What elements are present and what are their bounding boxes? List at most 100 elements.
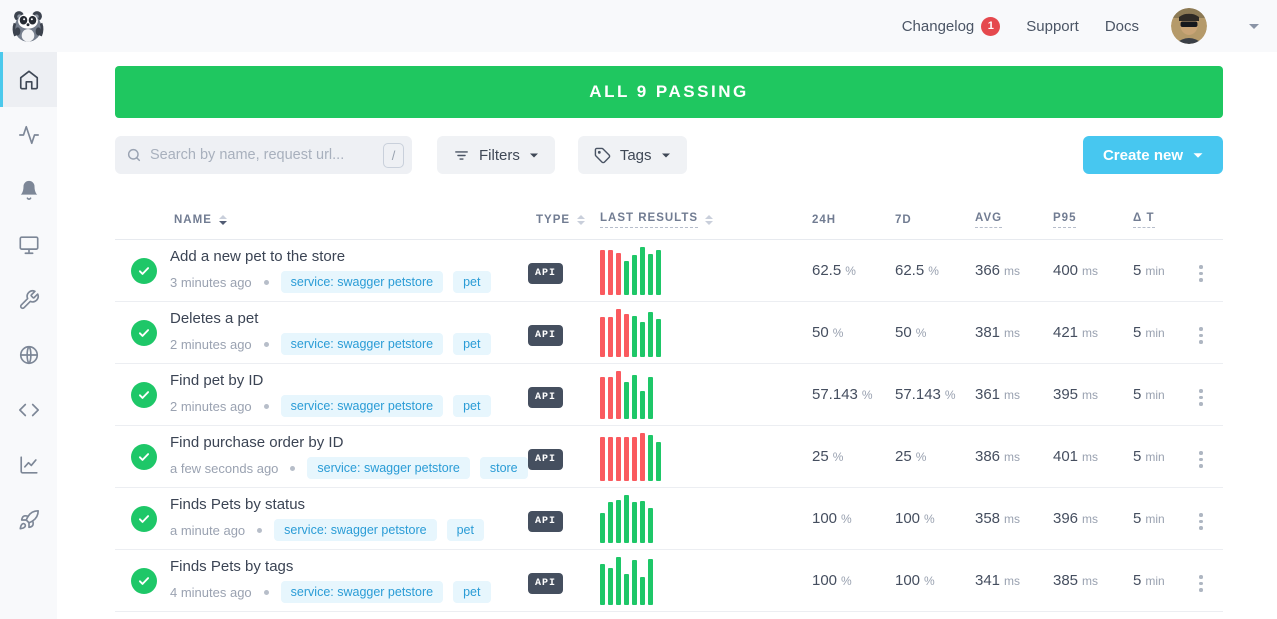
- tags-button[interactable]: Tags: [577, 136, 687, 174]
- avg-response: 341 ms: [975, 572, 1021, 589]
- sort-icon[interactable]: [577, 214, 586, 225]
- user-avatar[interactable]: [1171, 8, 1207, 44]
- sidebar-item-home[interactable]: [0, 52, 57, 107]
- status-passing-icon: [131, 567, 157, 594]
- tag-pill[interactable]: pet: [446, 519, 484, 541]
- tag-pill[interactable]: service: swagger petstore: [280, 333, 444, 355]
- main-area: ALL 9 PASSING / Filters: [57, 52, 1277, 619]
- p95-response: 401 ms: [1053, 448, 1099, 465]
- tag-pill[interactable]: pet: [453, 271, 491, 293]
- bell-icon: [20, 180, 37, 200]
- sidebar-item-code[interactable]: [0, 382, 57, 437]
- row-menu-button[interactable]: [1193, 571, 1209, 596]
- nav-support[interactable]: Support: [1026, 18, 1079, 35]
- tag-pill[interactable]: service: swagger petstore: [274, 519, 437, 541]
- table-row[interactable]: Find purchase order by ID a few seconds …: [115, 426, 1223, 488]
- tag-pill[interactable]: pet: [453, 333, 491, 355]
- last-results-chart[interactable]: [600, 432, 812, 481]
- search-input[interactable]: [150, 147, 375, 163]
- avg-response: 358 ms: [975, 510, 1021, 527]
- table-row[interactable]: Deletes a pet 2 minutes ago service: swa…: [115, 302, 1223, 364]
- col-type[interactable]: TYPE: [528, 214, 600, 226]
- check-name[interactable]: Finds Pets by tags: [170, 558, 294, 575]
- chart-icon: [19, 455, 38, 474]
- success-24h: 62.5%: [812, 262, 856, 279]
- success-7d: 62.5%: [895, 262, 939, 279]
- last-results-chart[interactable]: [600, 494, 812, 543]
- sidebar-item-wrench[interactable]: [0, 272, 57, 327]
- tag-pill[interactable]: pet: [453, 395, 491, 417]
- check-interval: 5 min: [1133, 262, 1165, 279]
- search-box[interactable]: /: [115, 136, 412, 174]
- create-new-button[interactable]: Create new: [1082, 136, 1223, 174]
- check-meta: 2 minutes ago service: swagger petstore p…: [170, 333, 528, 355]
- col-24h: 24H: [812, 213, 837, 226]
- table-row[interactable]: Finds Pets by tags 4 minutes ago service…: [115, 550, 1223, 612]
- nav-docs[interactable]: Docs: [1105, 18, 1139, 35]
- check-name[interactable]: Finds Pets by status: [170, 496, 306, 513]
- check-name[interactable]: Deletes a pet: [170, 310, 259, 327]
- tag-pill[interactable]: service: swagger petstore: [280, 271, 444, 293]
- p95-response: 385 ms: [1053, 572, 1099, 589]
- sidebar-item-bell[interactable]: [0, 162, 57, 217]
- col-delta-t[interactable]: Δ T: [1133, 212, 1193, 228]
- sidebar-item-chart[interactable]: [0, 437, 57, 492]
- table-row[interactable]: Finds Pets by status a minute ago servic…: [115, 488, 1223, 550]
- meta-separator-dot: [263, 589, 269, 595]
- col-last-results[interactable]: LAST RESULTS: [600, 212, 812, 228]
- last-results-chart[interactable]: [600, 308, 812, 357]
- filters-caret-icon: [529, 153, 538, 157]
- last-results-chart[interactable]: [600, 246, 812, 295]
- tag-pill[interactable]: service: swagger petstore: [280, 581, 444, 603]
- last-run-time: 2 minutes ago: [170, 398, 252, 414]
- row-menu-button[interactable]: [1193, 323, 1209, 348]
- last-run-time: 4 minutes ago: [170, 584, 252, 600]
- col-p95[interactable]: P95: [1053, 212, 1133, 228]
- row-menu-button[interactable]: [1193, 447, 1209, 472]
- brand-logo[interactable]: [10, 8, 46, 44]
- search-shortcut-key: /: [383, 142, 404, 168]
- sidebar-item-rocket[interactable]: [0, 492, 57, 547]
- table-row[interactable]: Find pet by ID 2 minutes ago service: sw…: [115, 364, 1223, 426]
- nav-docs-label: Docs: [1104, 17, 1139, 35]
- filters-button[interactable]: Filters: [437, 136, 555, 174]
- table-body: Add a new pet to the store 3 minutes ago…: [115, 240, 1223, 612]
- nav-changelog[interactable]: Changelog 1: [902, 16, 1001, 36]
- account-menu-caret[interactable]: [1249, 23, 1259, 29]
- success-7d: 100%: [895, 572, 935, 589]
- row-menu-button[interactable]: [1193, 261, 1209, 286]
- check-name[interactable]: Add a new pet to the store: [170, 248, 346, 265]
- check-name[interactable]: Find pet by ID: [170, 372, 264, 389]
- sidebar-item-activity[interactable]: [0, 107, 57, 162]
- row-menu-button[interactable]: [1193, 509, 1209, 534]
- check-meta: a few seconds ago service: swagger petst…: [170, 457, 528, 479]
- last-results-chart[interactable]: [600, 556, 812, 605]
- success-24h: 100%: [812, 572, 852, 589]
- last-results-chart[interactable]: [600, 370, 812, 419]
- avg-response: 361 ms: [975, 386, 1021, 403]
- tag-pill[interactable]: service: swagger petstore: [280, 395, 444, 417]
- check-name[interactable]: Find purchase order by ID: [170, 434, 344, 451]
- sidebar-item-monitor[interactable]: [0, 217, 57, 272]
- row-menu-button[interactable]: [1193, 385, 1209, 410]
- sort-icon[interactable]: [218, 214, 227, 225]
- success-24h: 25%: [812, 448, 844, 465]
- status-passing-icon: [131, 319, 157, 346]
- success-24h: 100%: [812, 510, 852, 527]
- col-name[interactable]: NAME: [170, 214, 528, 226]
- sidebar-item-globe[interactable]: [0, 327, 57, 382]
- code-icon: [18, 403, 39, 416]
- avg-response: 381 ms: [975, 324, 1021, 341]
- tag-pill[interactable]: pet: [453, 581, 491, 603]
- tag-pill[interactable]: store: [479, 457, 528, 479]
- raccoon-logo-icon: [12, 11, 44, 42]
- col-avg[interactable]: AVG: [975, 212, 1053, 228]
- p95-response: 400 ms: [1053, 262, 1099, 279]
- check-type-badge: API: [528, 386, 564, 408]
- sort-icon[interactable]: [705, 214, 714, 225]
- tag-pill[interactable]: service: swagger petstore: [307, 457, 470, 479]
- table-row[interactable]: Add a new pet to the store 3 minutes ago…: [115, 240, 1223, 302]
- rocket-icon: [18, 509, 39, 530]
- status-banner-label: ALL 9 PASSING: [589, 82, 749, 101]
- activity-icon: [18, 125, 39, 144]
